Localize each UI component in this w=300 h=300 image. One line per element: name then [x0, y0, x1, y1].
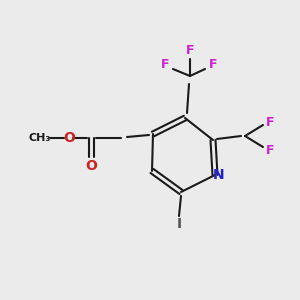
Text: F: F [209, 58, 217, 71]
Text: F: F [186, 44, 194, 56]
Text: F: F [161, 58, 169, 71]
Text: N: N [213, 168, 225, 182]
Text: CH₃: CH₃ [29, 133, 51, 143]
Text: O: O [63, 131, 75, 145]
Text: O: O [85, 159, 97, 173]
Text: F: F [266, 143, 274, 157]
Text: F: F [266, 116, 274, 128]
Text: I: I [176, 217, 181, 231]
